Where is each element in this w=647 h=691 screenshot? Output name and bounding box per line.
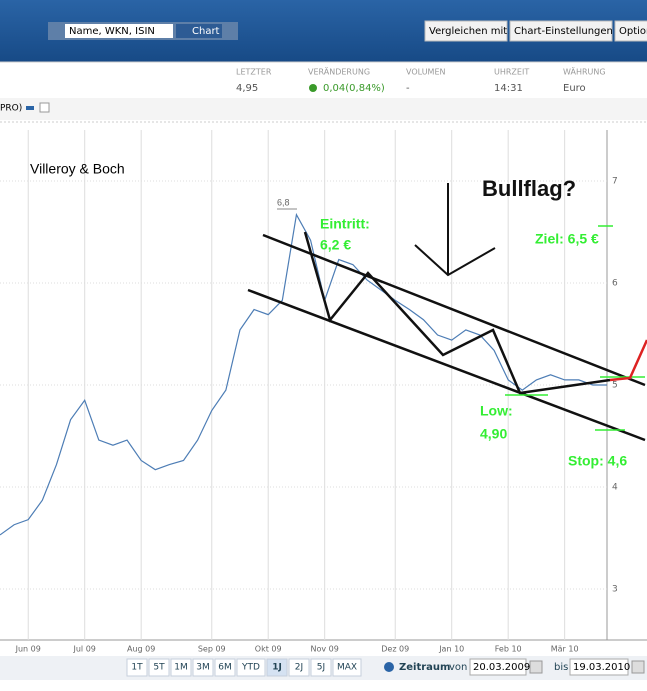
tab-close[interactable] xyxy=(39,102,50,113)
range-button[interactable] xyxy=(192,658,214,677)
range-button[interactable] xyxy=(148,658,170,677)
y-tick-label: 5 xyxy=(612,381,618,391)
range-label: 1T xyxy=(131,663,143,673)
range-button[interactable] xyxy=(310,658,332,677)
annotation: Eintritt: xyxy=(320,216,370,232)
annotation: Ziel: 6,5 € xyxy=(535,231,599,247)
range-button[interactable] xyxy=(236,658,266,677)
range-button[interactable] xyxy=(126,658,148,677)
range-button[interactable] xyxy=(288,658,310,677)
von-label: von xyxy=(449,662,467,673)
x-tick-label: Feb 10 xyxy=(495,645,522,654)
annotation: 6,8 xyxy=(277,197,290,207)
range-label: 2J xyxy=(295,663,303,673)
quote-value: - xyxy=(406,83,410,94)
drawings xyxy=(247,183,647,442)
header-button[interactable] xyxy=(424,20,508,42)
y-tick-label: 6 xyxy=(612,279,618,289)
annotation: Stop: 4,6 xyxy=(568,453,627,469)
quote-value: Euro xyxy=(563,83,586,94)
y-tick-label: 7 xyxy=(612,177,618,187)
quote-header: WÄHRUNG xyxy=(563,67,606,77)
range-label: 3M xyxy=(196,663,210,673)
x-tick-label: Jun 09 xyxy=(15,645,41,654)
range-button[interactable] xyxy=(332,658,362,677)
y-tick-label: 3 xyxy=(612,585,618,595)
quote-header: UHRZEIT xyxy=(494,68,529,77)
date-input[interactable] xyxy=(469,658,527,676)
date-to: 19.03.2010 xyxy=(573,662,630,673)
date-input[interactable] xyxy=(569,658,629,676)
price-line xyxy=(0,212,607,536)
quote-value: 14:31 xyxy=(494,83,523,94)
quote-header: LETZTER xyxy=(236,68,272,77)
zeitraum-label: Zeitraum xyxy=(399,662,450,673)
bis-label: bis xyxy=(554,662,568,673)
header-button-label: Option xyxy=(619,26,647,37)
tab-bar xyxy=(0,98,647,120)
x-tick-label: Jul 09 xyxy=(73,645,96,654)
x-tick-label: Jan 10 xyxy=(438,645,464,654)
chart-title: Villeroy & Boch xyxy=(30,161,125,177)
range-button[interactable] xyxy=(170,658,192,677)
annotation: Bullflag? xyxy=(482,176,576,201)
change-icon xyxy=(309,84,317,92)
quote-value: 4,95 xyxy=(236,83,258,94)
x-tick-label: Sep 09 xyxy=(198,645,226,654)
annotation: 6,2 € xyxy=(320,237,351,253)
search-placeholder: Name, WKN, ISIN xyxy=(69,26,155,37)
range-label: 1J xyxy=(272,663,282,673)
range-button[interactable] xyxy=(214,658,236,677)
header-button[interactable] xyxy=(509,20,613,42)
date-from: 20.03.2009 xyxy=(473,662,530,673)
annotation: 4,90 xyxy=(480,426,507,442)
header-button-label: Chart-Einstellungen xyxy=(514,26,613,37)
range-label: MAX xyxy=(337,663,357,673)
header-button-label: Vergleichen mit xyxy=(429,26,507,37)
calendar-button[interactable] xyxy=(631,660,645,674)
header-button[interactable] xyxy=(614,20,647,42)
calendar-button[interactable] xyxy=(529,660,543,674)
range-label: 5T xyxy=(153,663,165,673)
y-tick-label: 4 xyxy=(612,483,618,493)
quote-value: 0,04(0,84%) xyxy=(323,83,385,94)
x-tick-label: Okt 09 xyxy=(255,645,282,654)
quote-header: VOLUMEN xyxy=(406,68,446,77)
x-tick-label: Aug 09 xyxy=(127,645,155,654)
annotation: Low: xyxy=(480,403,513,419)
x-tick-label: Dez 09 xyxy=(381,645,409,654)
tab-label[interactable]: PRO) xyxy=(0,104,22,114)
range-label: 5J xyxy=(317,663,325,673)
chart-button-label: Chart xyxy=(192,26,220,37)
range-label: 1M xyxy=(174,663,188,673)
range-label: 6M xyxy=(218,663,232,673)
chart-button[interactable] xyxy=(176,24,222,38)
quote-header: VERÄNDERUNG xyxy=(308,67,370,77)
x-tick-label: Mär 10 xyxy=(551,645,579,654)
search-input[interactable] xyxy=(65,24,173,38)
range-label: YTD xyxy=(241,663,260,673)
tab-minimize[interactable] xyxy=(26,106,34,110)
range-button[interactable] xyxy=(266,658,288,677)
x-tick-label: Nov 09 xyxy=(311,645,339,654)
zeitraum-icon xyxy=(384,662,394,672)
